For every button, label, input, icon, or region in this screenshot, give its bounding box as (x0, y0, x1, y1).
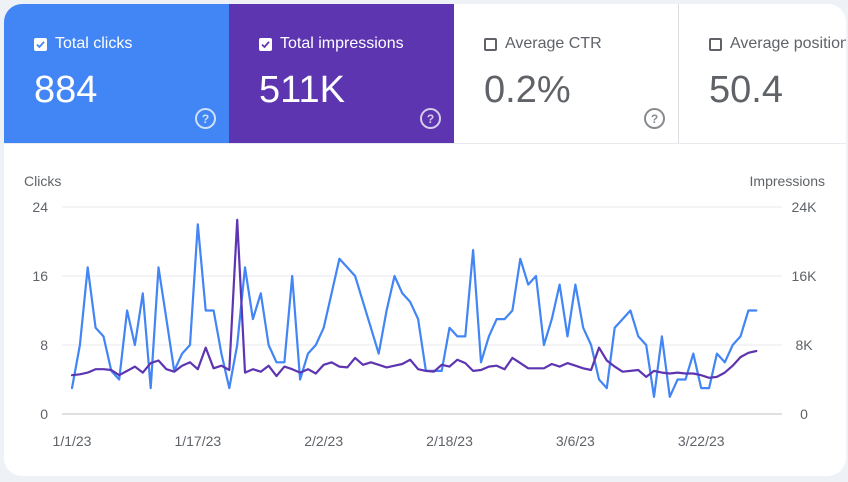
performance-card: Total clicks 884 ? Total impressions 511… (4, 4, 846, 476)
metric-label: Average CTR (505, 35, 602, 52)
metric-tabs: Total clicks 884 ? Total impressions 511… (4, 4, 846, 143)
y-tick-label-right: 16K (792, 268, 818, 284)
y-tick-label-left: 8 (40, 337, 48, 353)
x-tick-label: 1/1/23 (53, 433, 92, 449)
left-axis-label: Clicks (24, 173, 61, 189)
x-tick-label: 2/18/23 (426, 433, 473, 449)
y-tick-label-right: 0 (800, 406, 808, 422)
help-circle-icon[interactable]: ? (644, 108, 665, 129)
checkbox-checked-icon[interactable] (259, 37, 272, 51)
y-tick-label-right: 24K (792, 199, 818, 215)
metric-label-row: Total clicks (34, 35, 132, 53)
metric-value: 511K (259, 69, 345, 111)
checkbox-unchecked-icon[interactable] (709, 37, 722, 51)
x-tick-label: 2/2/23 (304, 433, 343, 449)
help-circle-icon[interactable]: ? (420, 108, 441, 129)
metric-label: Total clicks (55, 35, 133, 52)
metric-total-impressions[interactable]: Total impressions 511K ? (229, 4, 454, 143)
x-tick-label: 3/6/23 (556, 433, 595, 449)
metric-total-clicks[interactable]: Total clicks 884 ? (4, 4, 229, 143)
metric-value: 50.4 (709, 69, 783, 111)
y-tick-label-left: 16 (32, 268, 48, 284)
impressions-series-line (70, 218, 758, 379)
x-tick-label: 1/17/23 (174, 433, 221, 449)
metric-value: 884 (34, 69, 98, 111)
metric-label: Total impressions (280, 35, 404, 52)
help-circle-icon[interactable]: ? (195, 108, 216, 129)
clicks-series-line (70, 223, 758, 398)
metric-label-row: Total impressions (259, 35, 404, 53)
performance-chart: Clicks Impressions 0 0 8 8K 16 16K 24 24K 1/1/23… (24, 173, 825, 449)
divider (4, 143, 846, 144)
checkbox-unchecked-icon[interactable] (484, 37, 497, 51)
checkbox-checked-icon[interactable] (34, 37, 47, 51)
metric-value: 0.2% (484, 69, 571, 111)
metric-label-row: Average position (709, 35, 846, 53)
metric-average-ctr[interactable]: Average CTR 0.2% ? (454, 4, 679, 143)
y-tick-label-right: 8K (795, 337, 813, 353)
metric-average-position[interactable]: Average position 50.4 (679, 4, 846, 143)
metric-label-row: Average CTR (484, 35, 602, 53)
y-tick-label-left: 24 (32, 199, 48, 215)
right-axis-label: Impressions (750, 173, 825, 189)
x-tick-label: 3/22/23 (678, 433, 725, 449)
y-tick-label-left: 0 (40, 406, 48, 422)
metric-label: Average position (730, 35, 846, 52)
